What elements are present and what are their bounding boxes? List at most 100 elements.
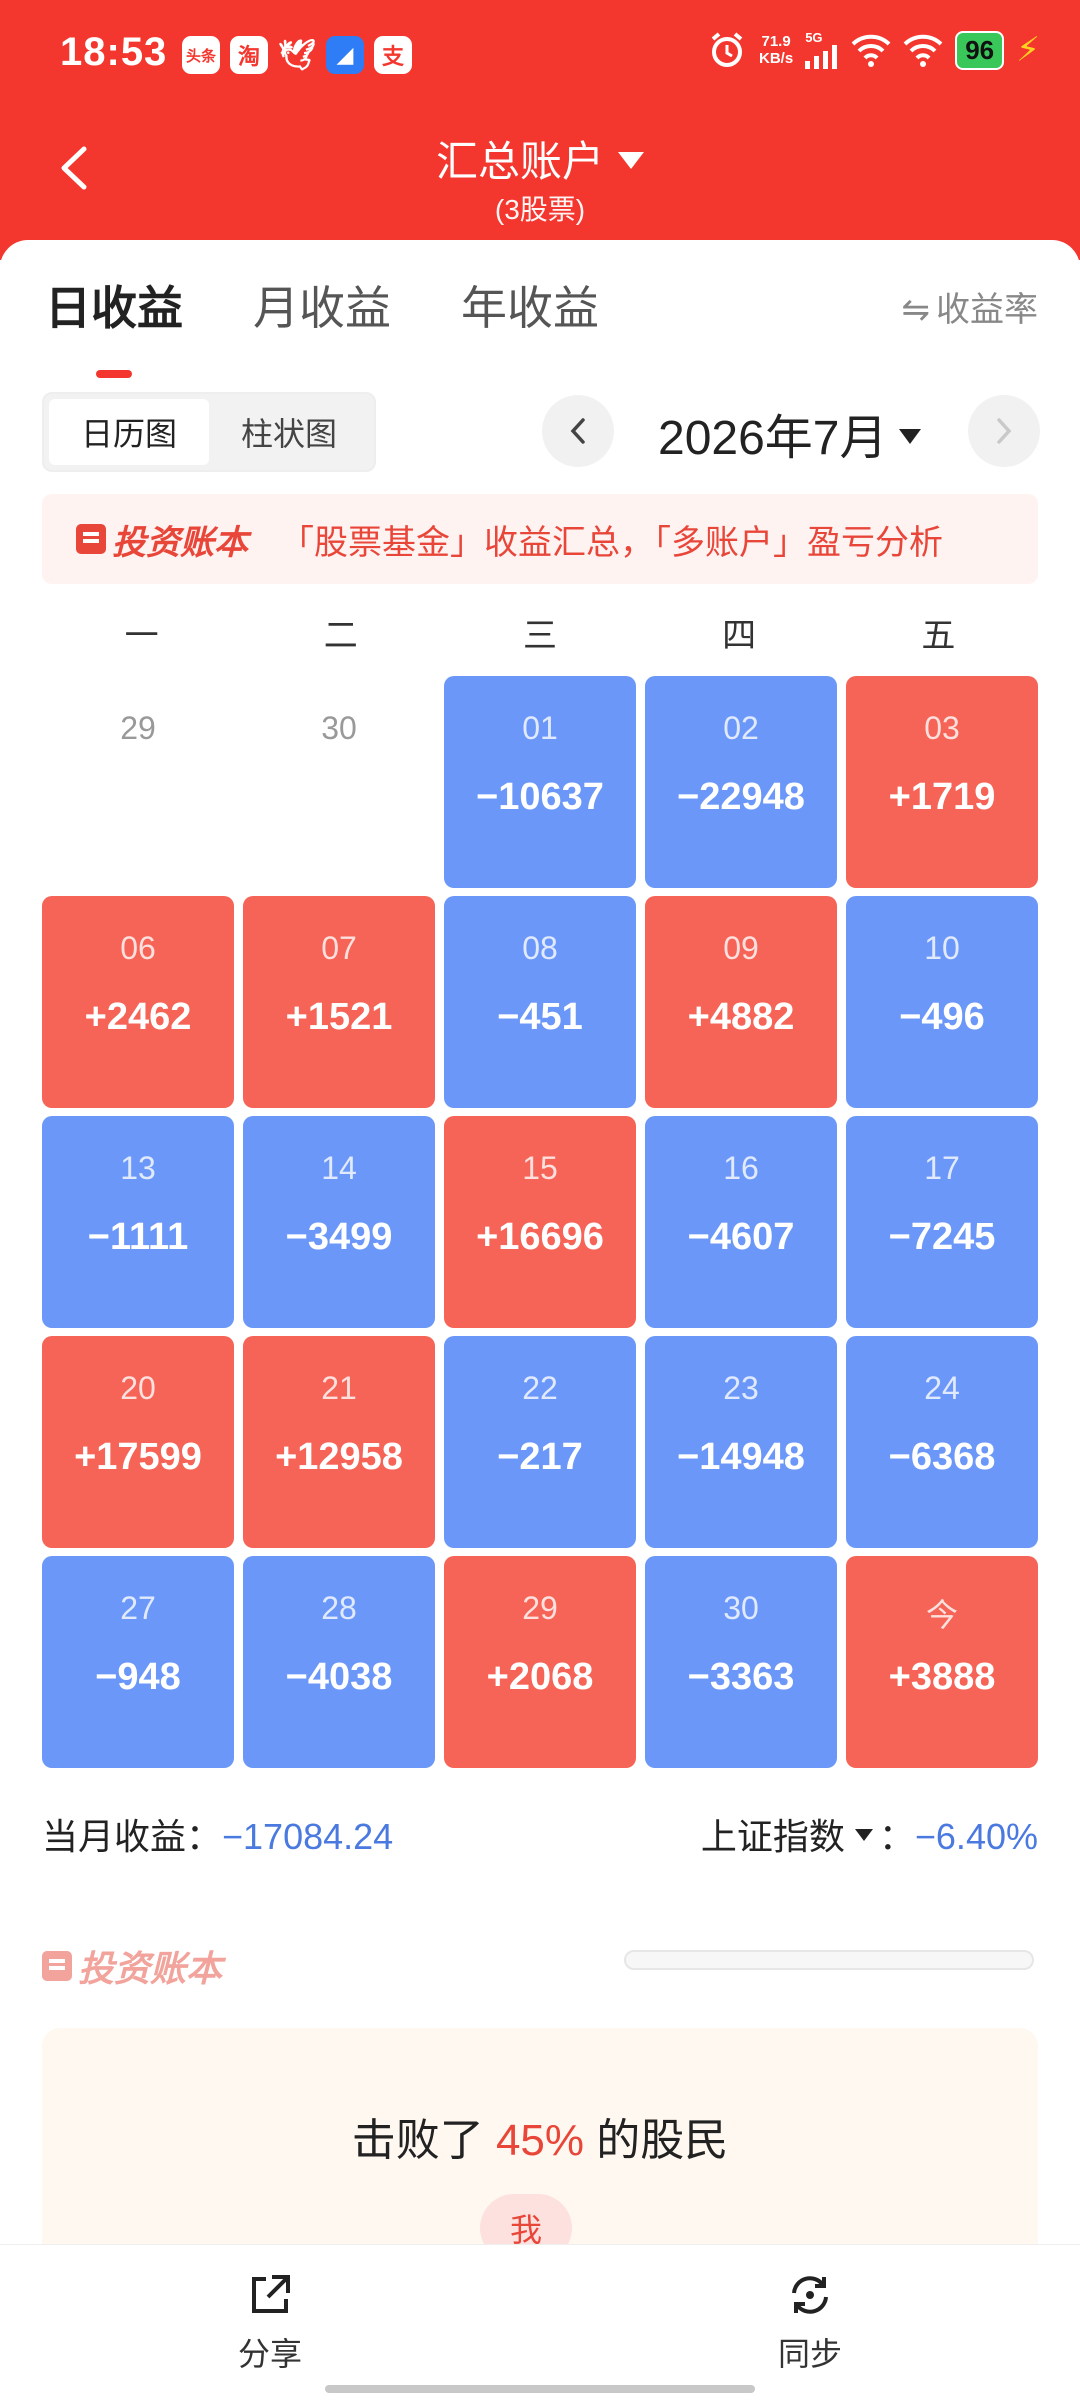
brand-watermark: 投资账本 — [42, 1940, 222, 1992]
dropdown-caret-icon — [618, 152, 644, 170]
weekday-fri: 五 — [921, 617, 956, 655]
ad-banner[interactable]: 投资账本 「股票基金」收益汇总，「多账户」盈亏分析 — [42, 494, 1038, 584]
account-subtitle: (3股票) — [494, 194, 586, 225]
cellular-signal: 5G — [805, 31, 839, 69]
account-selector[interactable]: 汇总账户 — [0, 128, 1080, 189]
net-speed-value: 71.9 — [761, 33, 791, 50]
chevron-left-icon — [570, 418, 585, 444]
calendar-day-cell[interactable]: 23 −14948 — [645, 1336, 837, 1548]
monthly-profit-label: 当月收益： — [42, 1816, 223, 1857]
swap-icon: ⇋ — [901, 291, 931, 329]
bar-view-button[interactable]: 柱状图 — [240, 416, 337, 452]
share-button[interactable]: 分享 — [190, 2271, 350, 2375]
calendar-day-cell[interactable]: 10 −496 — [846, 896, 1038, 1108]
calendar-day-profit: +16696 — [476, 1216, 604, 1258]
calendar-day-cell[interactable]: 03 +1719 — [846, 676, 1038, 888]
calendar-day-profit: +12958 — [275, 1436, 403, 1478]
blue-app-icon: ◢ — [326, 36, 364, 74]
index-caret-icon — [854, 1829, 873, 1842]
calendar-day-cell[interactable]: 08 −451 — [444, 896, 636, 1108]
calendar-day-number: 今 — [925, 1597, 958, 1633]
calendar-day-cell[interactable]: 29 +2068 — [444, 1556, 636, 1768]
status-right: 71.9 KB/s 5G 96 ⚡ — [707, 30, 1040, 70]
profit-rate-toggle[interactable]: ⇋ 收益率 — [902, 282, 1039, 331]
calendar-day-number: 20 — [120, 1370, 156, 1406]
tab-yearly-profit[interactable]: 年收益 — [461, 282, 599, 334]
calendar-day-profit: −4038 — [285, 1656, 393, 1698]
calendar-day-cell[interactable]: 07 +1521 — [243, 896, 435, 1108]
calendar-day-number: 03 — [924, 710, 960, 746]
calendar-view-button[interactable]: 日历图 — [49, 399, 209, 465]
sync-icon — [792, 2276, 828, 2314]
calendar-day-cell[interactable]: 27 −948 — [42, 1556, 234, 1768]
sync-label: 同步 — [777, 2336, 842, 2372]
next-month-button[interactable] — [968, 395, 1040, 467]
calendar-day-cell[interactable]: 01 −10637 — [444, 676, 636, 888]
calendar-day-cell[interactable]: 22 −217 — [444, 1336, 636, 1548]
month-selector[interactable]: 2026年7月 — [658, 398, 922, 468]
calendar-day-number: 24 — [924, 1370, 960, 1406]
calendar-day-number: 09 — [723, 930, 759, 966]
status-bar: 18:53 头条 淘 🕊 ◢ 支 71.9 KB/s 5G 96 ⚡ — [0, 0, 1080, 110]
calendar-day-number: 15 — [522, 1150, 558, 1186]
calendar-day-cell[interactable]: 02 −22948 — [645, 676, 837, 888]
calendar-day-cell[interactable]: 24 −6368 — [846, 1336, 1038, 1548]
calendar-day-profit: −4607 — [687, 1216, 795, 1258]
calendar-day-cell[interactable]: 09 +4882 — [645, 896, 837, 1108]
bottom-bar: 分享 同步 — [0, 2244, 1080, 2400]
calendar-day-number: 07 — [321, 930, 357, 966]
tab-monthly-profit[interactable]: 月收益 — [253, 282, 391, 334]
home-indicator — [325, 2385, 755, 2393]
calendar-day-cell[interactable]: 今 +3888 — [846, 1556, 1038, 1768]
net-speed-unit: KB/s — [759, 50, 794, 67]
calendar-day-cell[interactable]: 21 +12958 — [243, 1336, 435, 1548]
calendar-day-profit: +2462 — [84, 996, 192, 1038]
calendar-day-number: 10 — [924, 930, 960, 966]
back-arrow-icon[interactable] — [52, 145, 98, 191]
calendar-day-number: 30 — [321, 710, 357, 746]
calendar-day-cell[interactable]: 28 −4038 — [243, 1556, 435, 1768]
calendar-day-number: 14 — [321, 1150, 357, 1186]
calendar-day-cell[interactable]: 20 +17599 — [42, 1336, 234, 1548]
monthly-profit-summary: 当月收益：−17084.24 — [42, 1808, 393, 1860]
calendar-day-cell[interactable]: 17 −7245 — [846, 1116, 1038, 1328]
calendar-day-profit: −217 — [497, 1436, 583, 1478]
ledger-logo-icon — [42, 1951, 72, 1981]
index-sep: ： — [878, 1816, 915, 1857]
calendar-day-number: 21 — [321, 1370, 357, 1406]
banner-logo: 投资账本 — [76, 515, 248, 564]
decorative-bar — [624, 1950, 1034, 1970]
calendar-day-profit: −14948 — [677, 1436, 805, 1478]
calendar-day-cell: 30 — [243, 676, 435, 888]
calendar-day-profit: −496 — [899, 996, 985, 1038]
taobao-app-icon: 淘 — [230, 36, 268, 74]
tab-daily-profit[interactable]: 日收益 — [45, 272, 183, 378]
calendar-day-profit: −1111 — [87, 1216, 189, 1258]
calendar-day-number: 28 — [321, 1590, 357, 1626]
brand-watermark-text: 投资账本 — [78, 1948, 223, 1989]
weekday-wed: 三 — [522, 617, 557, 655]
calendar-day-number: 01 — [522, 710, 558, 746]
sync-button[interactable]: 同步 — [730, 2271, 890, 2375]
ranking-prefix: 击败了 — [351, 2116, 496, 2165]
calendar-day-cell[interactable]: 13 −1111 — [42, 1116, 234, 1328]
calendar-day-profit: +4882 — [687, 996, 795, 1038]
calendar-day-cell[interactable]: 30 −3363 — [645, 1556, 837, 1768]
alarm-icon — [711, 32, 743, 67]
wifi-icon — [851, 34, 891, 67]
alipay-app-icon: 支 — [374, 36, 412, 74]
calendar-day-number: 16 — [723, 1150, 759, 1186]
calendar-day-cell[interactable]: 15 +16696 — [444, 1116, 636, 1328]
calendar-day-number: 29 — [120, 710, 156, 746]
calendar-day-cell[interactable]: 06 +2462 — [42, 896, 234, 1108]
index-comparison[interactable]: 上证指数 ：−6.40% — [701, 1808, 1038, 1860]
calendar-day-cell[interactable]: 14 −3499 — [243, 1116, 435, 1328]
profit-calendar: 29 30 01 −10637 02 −22948 03 +1719 06 +2462 07 +152… — [42, 676, 1038, 1768]
prev-month-button[interactable] — [542, 395, 614, 467]
banner-text: 「股票基金」收益汇总，「多账户」盈亏分析 — [280, 523, 943, 562]
month-caret-icon — [899, 428, 922, 444]
calendar-day-cell[interactable]: 16 −4607 — [645, 1116, 837, 1328]
ranking-percent: 45% — [495, 2116, 585, 2165]
battery-indicator: 96 — [955, 30, 1005, 70]
calendar-day-profit: +1719 — [888, 776, 996, 818]
